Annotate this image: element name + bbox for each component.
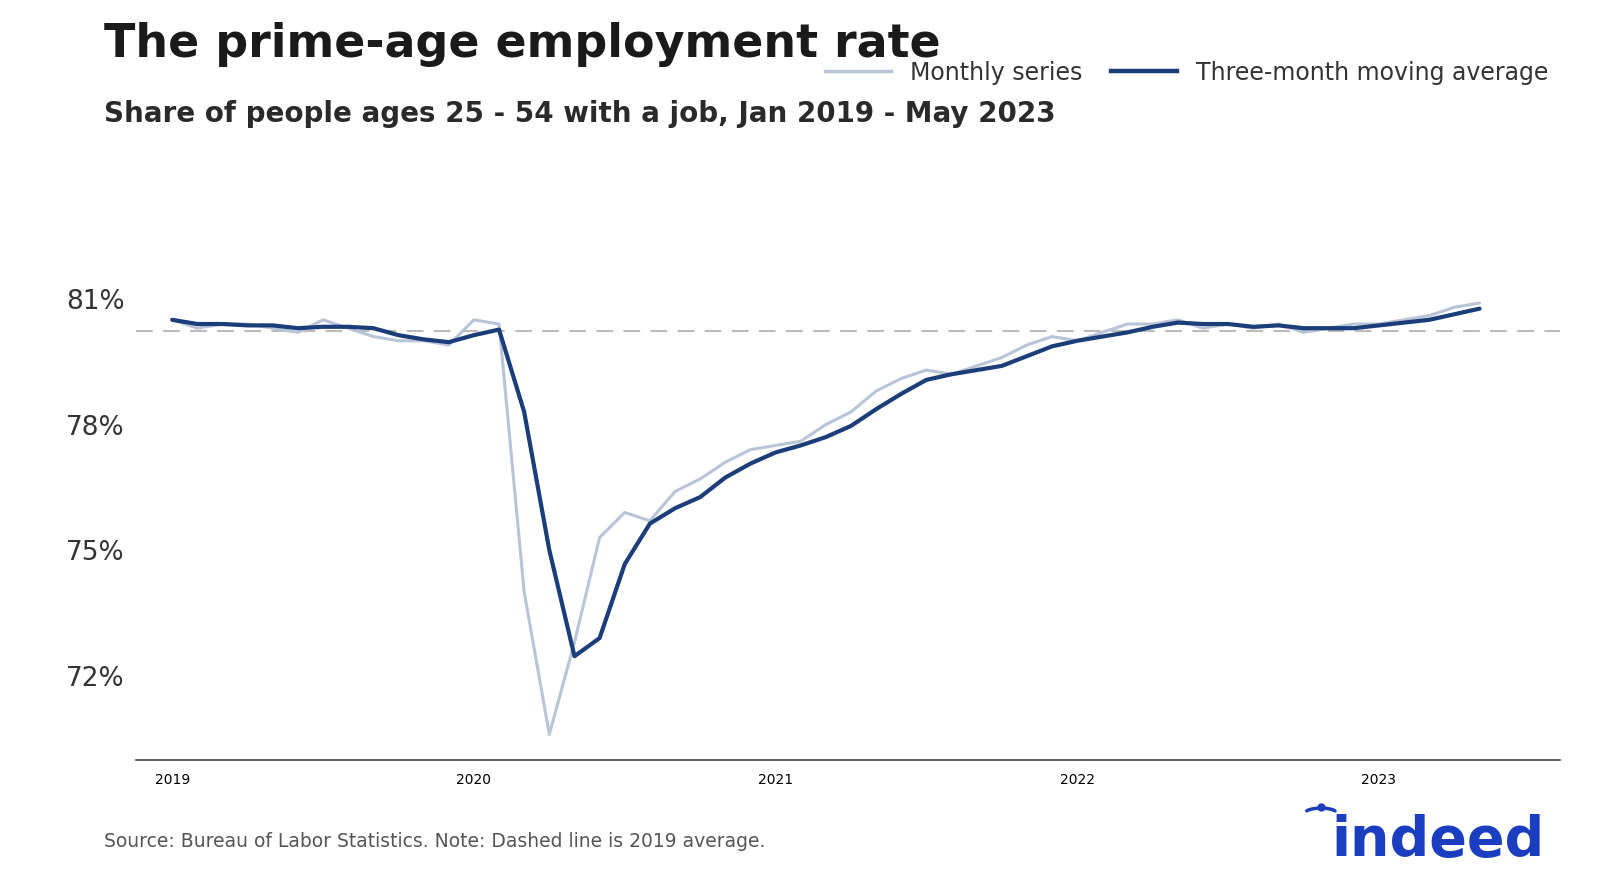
Text: Source: Bureau of Labor Statistics. Note: Dashed line is 2019 average.: Source: Bureau of Labor Statistics. Note… — [104, 832, 765, 851]
Text: indeed: indeed — [1331, 814, 1546, 868]
Text: The prime-age employment rate: The prime-age employment rate — [104, 22, 941, 67]
Legend: Monthly series, Three-month moving average: Monthly series, Three-month moving avera… — [826, 60, 1549, 85]
Text: Share of people ages 25 - 54 with a job, Jan 2019 - May 2023: Share of people ages 25 - 54 with a job,… — [104, 100, 1056, 128]
